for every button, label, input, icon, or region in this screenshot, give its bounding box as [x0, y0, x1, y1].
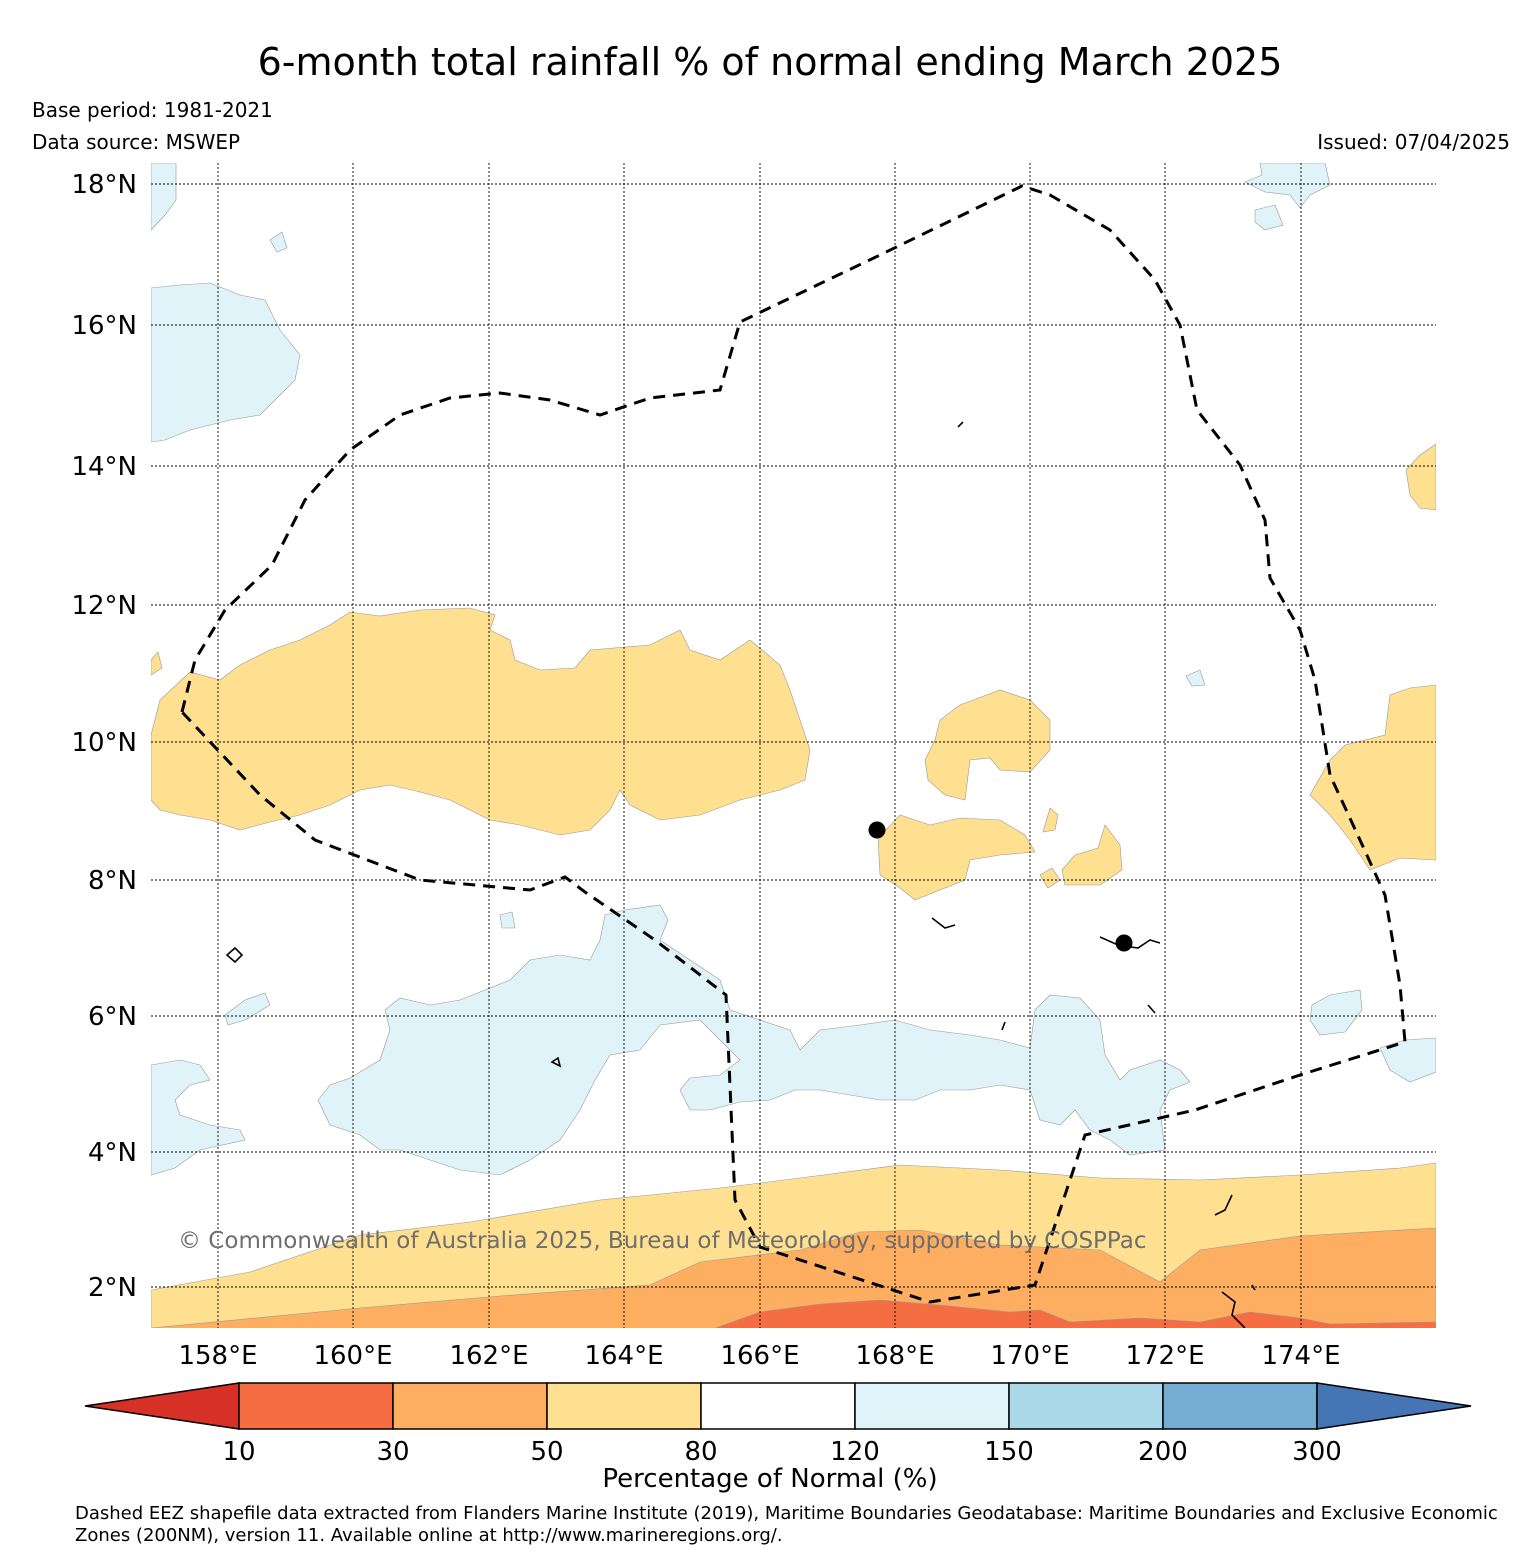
lat-label: 16°N [71, 311, 137, 341]
colorbar-segment [546, 1382, 702, 1430]
colorbar-segment [238, 1382, 394, 1430]
map-title: 6-month total rainfall % of normal endin… [257, 40, 1283, 84]
footnote: Dashed EEZ shapefile data extracted from… [75, 1503, 1498, 1546]
islands [225, 421, 1256, 1328]
band-30-50 [151, 1227, 1436, 1328]
dry-region-edge [151, 651, 163, 676]
wet-region-small [224, 231, 1206, 1026]
colorbar-segment [1162, 1382, 1318, 1430]
wet-region-northwest [151, 282, 301, 443]
lat-label: 4°N [88, 1138, 137, 1168]
island-marker [1115, 934, 1133, 952]
base-period: Base period: 1981-2021 [32, 98, 273, 122]
dry-region-northeast [1405, 443, 1436, 511]
dry-region-majuro [1061, 824, 1123, 886]
colorbar-tick: 80 [684, 1437, 717, 1467]
lat-label: 12°N [71, 591, 137, 621]
eez-boundary [180, 184, 1407, 1304]
wet-region-north-edge [151, 163, 177, 231]
data-source: Data source: MSWEP [32, 130, 241, 154]
dry-region-east [1309, 684, 1436, 871]
copyright-notice: © Commonwealth of Australia 2025, Bureau… [178, 1228, 1147, 1254]
colorbar-tick: 150 [984, 1437, 1034, 1467]
lon-label: 162°E [449, 1341, 528, 1371]
lon-label: 168°E [855, 1341, 934, 1371]
lat-label: 2°N [88, 1273, 137, 1303]
colorbar-tick: 10 [222, 1437, 255, 1467]
lat-label: 10°N [71, 728, 137, 758]
colorbar [84, 1382, 1472, 1430]
issued-date: Issued: 07/04/2025 [1317, 130, 1510, 154]
wet-region-far-east [1379, 1037, 1436, 1083]
lat-label: 14°N [71, 452, 137, 482]
lat-label: 6°N [88, 1002, 137, 1032]
lon-label: 160°E [313, 1341, 392, 1371]
lat-label: 18°N [71, 170, 137, 200]
wet-region-central [317, 904, 1191, 1176]
lon-label: 172°E [1125, 1341, 1204, 1371]
colorbar-tick: 30 [376, 1437, 409, 1467]
colorbar-segment [854, 1382, 1010, 1430]
colorbar-segment [1008, 1382, 1164, 1430]
lat-label: 8°N [88, 866, 137, 896]
colorbar-segment [700, 1382, 856, 1430]
dry-region-small [1039, 807, 1061, 889]
colorbar-segment [392, 1382, 548, 1430]
colorbar-tick: 120 [830, 1437, 880, 1467]
lon-label: 170°E [990, 1341, 1069, 1371]
dry-region-kwajalein [877, 814, 1036, 901]
lon-label: 158°E [178, 1341, 257, 1371]
colorbar-tick: 300 [1292, 1437, 1342, 1467]
map-area [151, 163, 1436, 1328]
island-marker [868, 821, 886, 839]
dry-region-west [151, 607, 811, 836]
colorbar-title: Percentage of Normal (%) [602, 1464, 938, 1494]
band-10-30 [714, 1299, 1436, 1328]
lon-label: 174°E [1261, 1341, 1340, 1371]
wet-region-east [1309, 989, 1363, 1036]
lon-label: 166°E [720, 1341, 799, 1371]
colorbar-segment [1316, 1382, 1472, 1430]
lon-label: 164°E [584, 1341, 663, 1371]
colorbar-segment [84, 1382, 240, 1430]
colorbar-tick: 200 [1138, 1437, 1188, 1467]
wet-region-northeast [1244, 163, 1331, 231]
dry-region-marshall [924, 689, 1051, 801]
wet-region-far-west [151, 1059, 246, 1176]
colorbar-tick: 50 [530, 1437, 563, 1467]
